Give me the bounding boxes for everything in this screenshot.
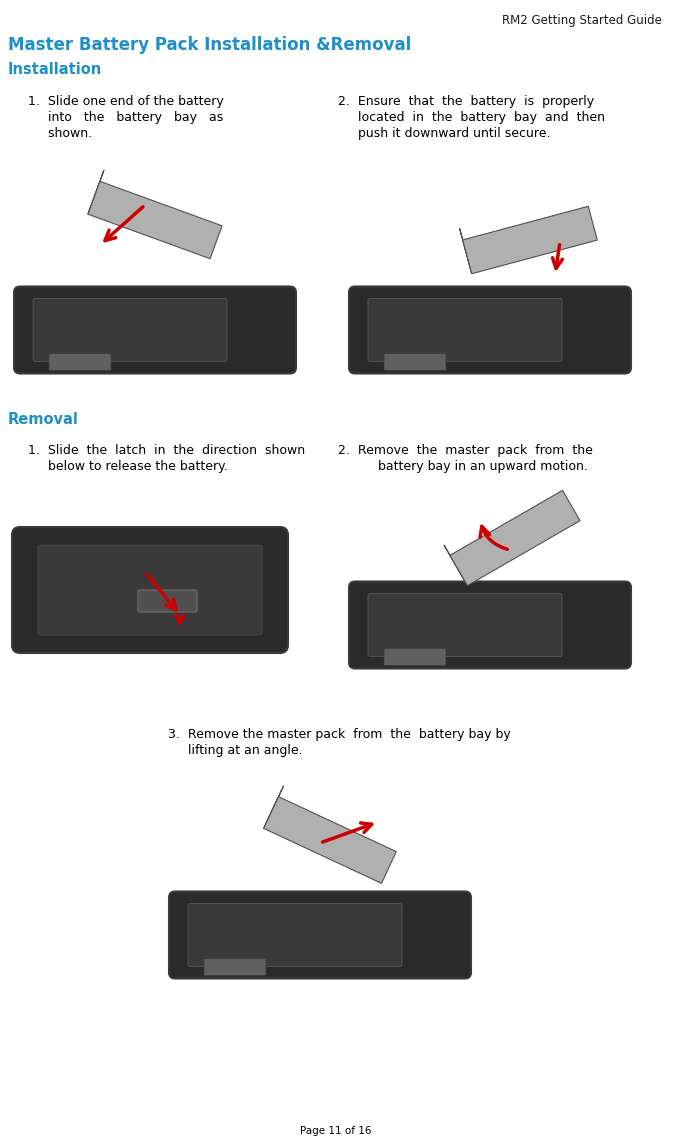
FancyBboxPatch shape [204,958,266,975]
Text: 3.  Remove the master pack  from  the  battery bay by: 3. Remove the master pack from the batte… [168,727,511,741]
Polygon shape [460,228,472,274]
Text: 1.  Slide  the  latch  in  the  direction  shown: 1. Slide the latch in the direction show… [28,444,305,457]
Text: located  in  the  battery  bay  and  then: located in the battery bay and then [338,111,605,124]
Text: Master Battery Pack Installation &Removal: Master Battery Pack Installation &Remova… [8,37,411,54]
Polygon shape [264,786,283,828]
FancyBboxPatch shape [384,649,446,666]
Text: push it downward until secure.: push it downward until secure. [338,127,551,140]
Text: 2.  Remove  the  master  pack  from  the: 2. Remove the master pack from the [338,444,593,457]
Text: below to release the battery.: below to release the battery. [28,460,227,473]
FancyBboxPatch shape [38,545,262,635]
Text: lifting at an angle.: lifting at an angle. [168,743,303,757]
FancyBboxPatch shape [384,354,446,370]
Polygon shape [264,797,396,883]
FancyBboxPatch shape [368,594,562,657]
FancyBboxPatch shape [349,287,631,373]
Text: battery bay in an upward motion.: battery bay in an upward motion. [338,460,588,473]
FancyBboxPatch shape [138,590,197,612]
Text: shown.: shown. [28,127,92,140]
FancyBboxPatch shape [349,581,631,668]
FancyBboxPatch shape [49,354,111,370]
Polygon shape [450,490,580,586]
Text: 1.  Slide one end of the battery: 1. Slide one end of the battery [28,95,223,108]
FancyBboxPatch shape [33,298,227,362]
Polygon shape [444,545,468,586]
FancyBboxPatch shape [169,892,471,979]
FancyBboxPatch shape [188,903,402,966]
Text: Removal: Removal [8,412,79,427]
FancyBboxPatch shape [12,526,288,653]
Text: Installation: Installation [8,62,102,77]
Polygon shape [88,170,104,215]
FancyBboxPatch shape [14,287,296,373]
Text: 2.  Ensure  that  the  battery  is  properly: 2. Ensure that the battery is properly [338,95,594,108]
FancyBboxPatch shape [368,298,562,362]
Text: Page 11 of 16: Page 11 of 16 [300,1126,371,1136]
Polygon shape [88,182,222,259]
Text: RM2 Getting Started Guide: RM2 Getting Started Guide [502,14,662,27]
Text: into   the   battery   bay   as: into the battery bay as [28,111,223,124]
Polygon shape [462,207,598,274]
